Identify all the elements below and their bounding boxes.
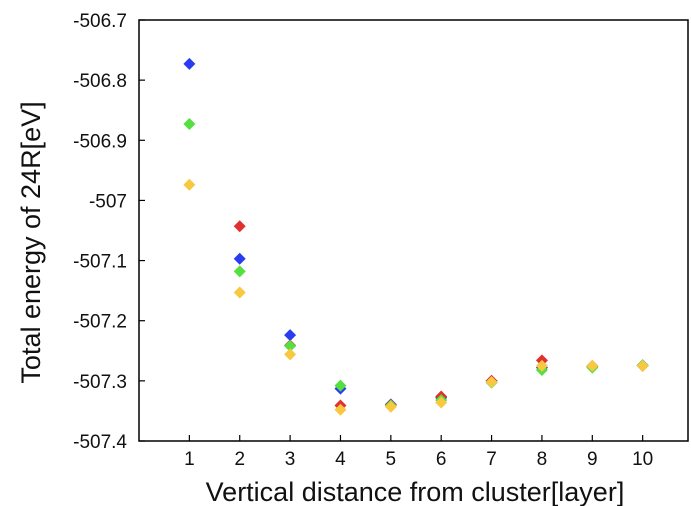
- x-tick-label: 5: [386, 449, 397, 470]
- x-tick-label: 10: [632, 449, 653, 470]
- y-tick-label: -507: [89, 191, 127, 212]
- x-tick-label: 9: [587, 449, 598, 470]
- data-point-series-4: [535, 359, 548, 372]
- y-tick-label: -507.2: [73, 312, 127, 333]
- data-point-series-1: [183, 57, 196, 70]
- data-point-series-4: [636, 359, 649, 372]
- data-point-series-4: [435, 396, 448, 409]
- x-tick-label: 1: [184, 449, 195, 470]
- data-point-series-3: [183, 118, 196, 131]
- x-axis-title: Vertical distance from cluster[layer]: [206, 477, 625, 506]
- data-point-series-3: [284, 339, 297, 352]
- x-tick-label: 6: [436, 449, 447, 470]
- y-tick-label: -507.3: [73, 372, 127, 393]
- y-axis: -506.7 -506.8 -506.9 -507 -507.1 -507.2 -507.3…: [73, 11, 145, 453]
- data-point-series-1: [233, 252, 246, 265]
- data-point-series-3: [334, 379, 347, 392]
- y-tick-label: -506.8: [73, 71, 127, 92]
- data-point-series-4: [334, 403, 347, 416]
- data-point-series-4: [284, 348, 297, 361]
- plot-frame: [138, 19, 689, 442]
- data-point-series-4: [384, 400, 397, 413]
- y-tick-label: -507.4: [73, 432, 127, 453]
- data-point-series-4: [485, 376, 498, 389]
- data-point-series-2: [233, 220, 246, 233]
- data-point-series-4: [233, 286, 246, 299]
- x-tick-label: 3: [285, 449, 296, 470]
- data-point-series-3: [233, 265, 246, 278]
- data-point-series-4: [183, 178, 196, 191]
- data-point-series-1: [284, 329, 297, 342]
- y-tick-label: -506.9: [73, 131, 127, 152]
- data-point-series-4: [586, 359, 599, 372]
- x-tick-label: 8: [537, 449, 548, 470]
- y-tick-label: -507.1: [73, 252, 127, 273]
- x-tick-label: 4: [335, 449, 346, 470]
- y-axis-title: Total energy of 24R[eV]: [16, 101, 46, 383]
- y-tick-label: -506.7: [73, 11, 127, 32]
- x-axis: 1 2 3 4 5 6 7 8 9 10: [184, 435, 653, 470]
- x-tick-label: 7: [486, 449, 497, 470]
- x-tick-label: 2: [234, 449, 245, 470]
- data-points: [183, 57, 649, 416]
